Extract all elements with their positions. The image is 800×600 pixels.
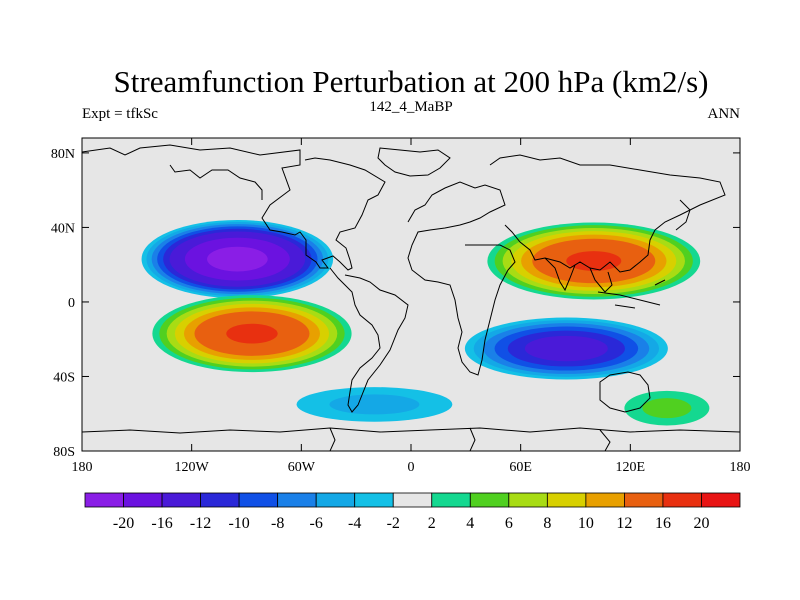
- contour-level: [524, 335, 608, 362]
- contour-level: [642, 398, 692, 419]
- colorbar-label: -4: [348, 515, 361, 532]
- chart-title: Streamfunction Perturbation at 200 hPa (…: [114, 64, 709, 99]
- contour-cell-negative-cell-south-atlantic: [296, 387, 453, 422]
- colorbar-swatch: [508, 492, 548, 508]
- colorbar-swatch: [161, 492, 201, 508]
- coastline-europe-africa: [407, 181, 516, 376]
- y-tick-label: 40N: [51, 221, 75, 236]
- contour-cell-negative-cell-north-pacific: [141, 220, 334, 299]
- contour-level: [566, 251, 622, 271]
- season-label: ANN: [708, 106, 741, 122]
- colorbar-label: 2: [428, 515, 436, 532]
- colorbar-swatch: [84, 492, 124, 508]
- y-tick-label: 40S: [53, 370, 75, 385]
- colorbar-swatch: [431, 492, 471, 508]
- colorbar-swatch: [624, 492, 664, 508]
- coastline-antarctica: [82, 427, 740, 451]
- case-label: 142_4_MaBP: [369, 99, 452, 115]
- experiment-label: Expt = tfkSc: [82, 106, 158, 122]
- colorbar: -20 -16 -12 -10 -8 -6 -4 -2 2 4 6 8 10 12 16 20: [84, 492, 741, 532]
- colorbar-swatch: [701, 492, 741, 508]
- colorbar-label: -8: [271, 515, 284, 532]
- contour-cell-positive-cell-south-pacific: [152, 295, 352, 373]
- contour-cell-positive-cell-south-west-pacific: [624, 390, 710, 426]
- colorbar-swatch: [200, 492, 240, 508]
- coastline-alaska: [169, 164, 263, 200]
- y-tick-label: 80S: [53, 445, 75, 460]
- x-tick-label: 180: [72, 460, 93, 475]
- contour-cell-negative-cell-indian-ocean: [464, 317, 668, 380]
- colorbar-label: -12: [190, 515, 211, 532]
- coastline-central-america-south-america: [329, 267, 409, 413]
- contour-fill-layer: [141, 220, 710, 426]
- contour-level: [226, 323, 278, 344]
- coastline-greenland: [377, 147, 451, 177]
- colorbar-label: -2: [387, 515, 400, 532]
- colorbar-swatch: [354, 492, 394, 508]
- contour-level: [329, 394, 420, 415]
- colorbar-label: -16: [151, 515, 172, 532]
- coastline-maritime-islands: [597, 279, 666, 309]
- colorbar-swatch: [392, 492, 433, 508]
- x-tick-label: 180: [730, 460, 751, 475]
- colorbar-swatch: [469, 492, 510, 508]
- colorbar-swatch: [662, 492, 702, 508]
- colorbar-label: -20: [113, 515, 134, 532]
- contour-level: [207, 246, 268, 272]
- colorbar-label: -10: [228, 515, 249, 532]
- x-tick-label: 60E: [509, 460, 532, 475]
- contour-cell-positive-cell-asia: [487, 222, 701, 300]
- colorbar-label: 4: [466, 515, 474, 532]
- coastline-australia: [599, 371, 651, 413]
- y-tick-label: 80N: [51, 147, 75, 162]
- x-tick-label: 0: [408, 460, 415, 475]
- colorbar-swatch: [238, 492, 279, 508]
- coastline-asia: [489, 154, 726, 273]
- coastline-north-america: [82, 144, 386, 271]
- colorbar-label: 12: [616, 515, 632, 532]
- x-tick-label: 60W: [288, 460, 316, 475]
- x-tick-label: 120W: [175, 460, 210, 475]
- coastline-japan: [675, 199, 691, 231]
- colorbar-label: 16: [655, 515, 671, 532]
- colorbar-label: 20: [693, 515, 709, 532]
- colorbar-swatch: [277, 492, 317, 508]
- coastlines: [82, 144, 740, 451]
- coastline-india-southeast-asia: [544, 257, 613, 293]
- colorbar-label: -6: [310, 515, 323, 532]
- colorbar-label: 8: [543, 515, 551, 532]
- colorbar-swatch: [315, 492, 356, 508]
- colorbar-swatch: [546, 492, 587, 508]
- colorbar-label: 6: [505, 515, 513, 532]
- colorbar-swatch: [585, 492, 625, 508]
- plot-area: 180 120W 60W 0 60E 120E 180 80N 40N 0 40S 80S: [51, 137, 751, 475]
- colorbar-swatch: [123, 492, 163, 508]
- axis-ticks: 180 120W 60W 0 60E 120E 180 80N 40N 0 40S 80S: [51, 138, 751, 475]
- x-tick-label: 120E: [616, 460, 646, 475]
- colorbar-label: 10: [578, 515, 594, 532]
- y-tick-label: 0: [68, 296, 75, 311]
